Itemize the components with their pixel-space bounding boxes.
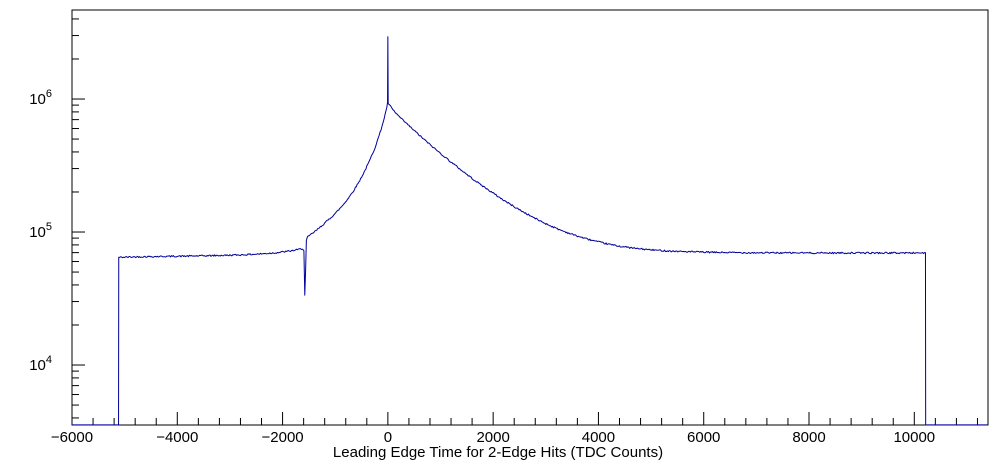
axis-ticks (71, 18, 978, 425)
y-axis-tick-label: 104 (29, 354, 52, 374)
axis-tick-labels: −6000 −4000 −2000 0 2000 4000 6000 8000 10000 104… (29, 88, 935, 446)
x-axis-tick-label: 10000 (893, 429, 935, 446)
histogram-curve (72, 36, 988, 426)
plot-frame (71, 9, 989, 426)
x-axis-tick-label: 8000 (792, 429, 825, 446)
x-axis-tick-label: 0 (384, 429, 392, 446)
x-axis-tick-label: −6000 (51, 429, 93, 446)
x-axis-tick-label: −4000 (156, 429, 198, 446)
x-axis-title: Leading Edge Time for 2-Edge Hits (TDC C… (332, 444, 664, 461)
y-axis-tick-label: 106 (29, 88, 52, 108)
y-axis-tick-label: 105 (29, 221, 52, 241)
x-axis-tick-label: 4000 (582, 429, 615, 446)
x-axis-tick-label: −2000 (262, 429, 304, 446)
x-axis-tick-label: 2000 (476, 429, 509, 446)
x-axis-tick-label: 6000 (687, 429, 720, 446)
